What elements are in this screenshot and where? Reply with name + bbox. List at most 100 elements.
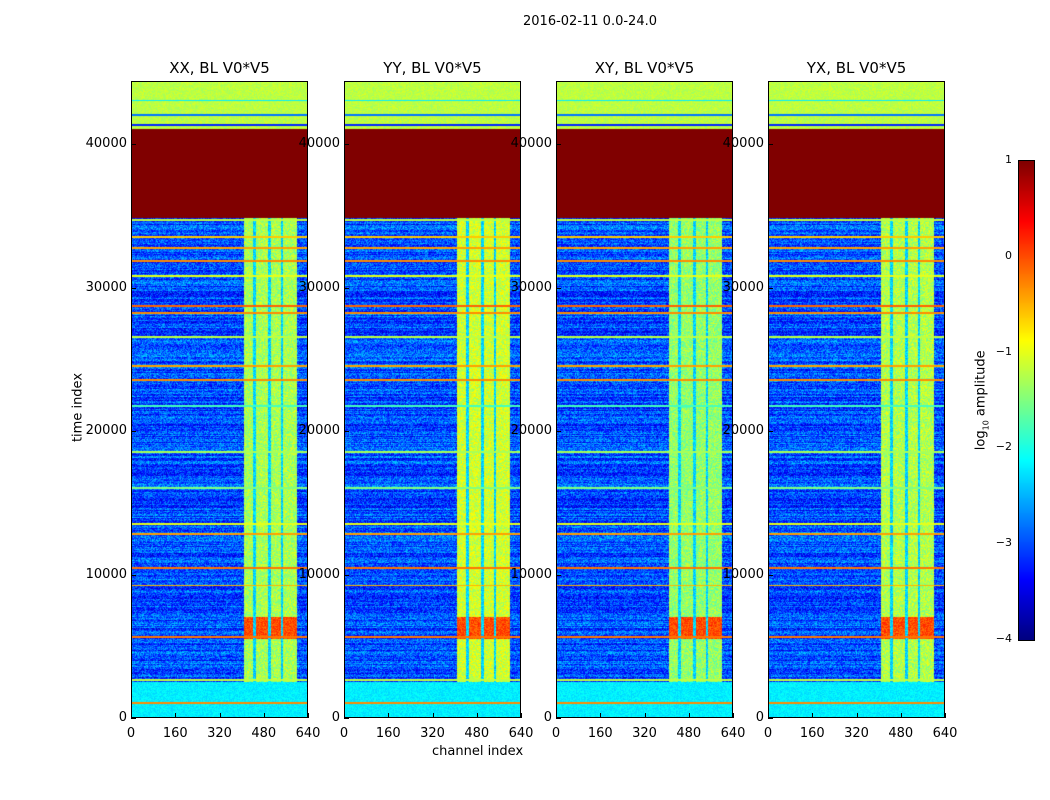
y-tick-mark: [768, 144, 773, 146]
y-tick-label: 30000: [510, 279, 552, 295]
y-tick-label: 20000: [722, 423, 764, 439]
panel-title: YX, BL V0*V5: [806, 59, 907, 77]
y-tick-label: 20000: [510, 423, 552, 439]
y-tick-mark: [131, 574, 136, 576]
x-tick-label: 160: [162, 726, 188, 741]
waterfall-panel-2: XY, BL V0*V5 0 160 320 480 640 0 10000 20000 3000…: [511, 59, 746, 741]
y-tick-label: 30000: [85, 279, 127, 295]
y-tick-label: 10000: [298, 566, 340, 582]
y-tick-mark: [344, 287, 349, 289]
y-tick-mark: [344, 574, 349, 576]
heatmap-image: [344, 81, 521, 718]
waterfall-panel-0: XX, BL V0*V5 0 160 320 480 640 0 10000 20000 3000…: [86, 59, 321, 741]
y-tick-mark: [768, 574, 773, 576]
panel-title: XX, BL V0*V5: [169, 59, 270, 77]
y-tick-label: 0: [543, 710, 552, 725]
x-tick-mark: [308, 713, 309, 718]
x-tick-mark: [556, 713, 557, 718]
colorbar-tick-label: −4: [995, 632, 1012, 645]
y-tick-label: 10000: [722, 566, 764, 582]
x-tick-mark: [856, 713, 858, 718]
colorbar: [1018, 160, 1035, 641]
waterfall-panel-1: YY, BL V0*V5 0 160 320 480 640 0 10000 20000 3000…: [299, 59, 534, 741]
y-tick-label: 40000: [510, 136, 552, 152]
x-tick-mark: [175, 713, 177, 718]
x-tick-mark: [900, 713, 902, 718]
x-tick-label: 160: [375, 726, 401, 741]
y-tick-label: 30000: [298, 279, 340, 295]
x-tick-mark: [768, 713, 769, 718]
y-tick-label: 10000: [510, 566, 552, 582]
x-tick-label: 0: [551, 726, 561, 741]
y-tick-label: 0: [331, 710, 340, 725]
x-tick-mark: [812, 713, 814, 718]
colorbar-tick-label: −3: [995, 536, 1012, 550]
x-tick-label: 480: [888, 726, 914, 741]
y-tick-mark: [131, 144, 136, 146]
colorbar-tick-label: −1: [995, 344, 1012, 358]
x-tick-mark: [945, 713, 946, 718]
x-tick-label: 640: [508, 726, 534, 741]
y-tick-mark: [556, 144, 561, 146]
x-tick-mark: [688, 713, 690, 718]
y-tick-mark: [344, 431, 349, 433]
x-tick-mark: [521, 713, 522, 718]
y-tick-mark: [131, 431, 136, 433]
y-tick-mark: [131, 718, 136, 719]
heatmap-image: [556, 81, 733, 718]
x-tick-label: 160: [587, 726, 613, 741]
x-tick-label: 640: [295, 726, 321, 741]
y-tick-mark: [556, 431, 561, 433]
y-tick-mark: [768, 431, 773, 433]
heatmap-image: [131, 81, 308, 718]
y-tick-mark: [556, 718, 561, 719]
panel-title: XY, BL V0*V5: [594, 59, 695, 77]
x-tick-label: 160: [799, 726, 825, 741]
y-tick-mark: [768, 718, 773, 719]
x-tick-label: 320: [420, 726, 445, 741]
x-tick-label: 320: [632, 726, 657, 741]
x-tick-mark: [388, 713, 390, 718]
y-tick-mark: [556, 574, 561, 576]
x-tick-mark: [644, 713, 646, 718]
waterfall-panel-3: YX, BL V0*V5 0 160 320 480 640 0 10000 20000 3000…: [723, 59, 958, 741]
y-tick-label: 40000: [85, 136, 127, 152]
x-tick-label: 320: [844, 726, 869, 741]
x-tick-label: 0: [339, 726, 349, 741]
heatmap-image: [768, 81, 945, 718]
x-tick-mark: [131, 713, 132, 718]
x-tick-mark: [344, 713, 345, 718]
x-tick-label: 320: [207, 726, 232, 741]
y-tick-mark: [556, 287, 561, 289]
y-tick-label: 30000: [722, 279, 764, 295]
x-tick-mark: [476, 713, 478, 718]
y-tick-label: 0: [118, 710, 127, 725]
y-tick-mark: [131, 287, 136, 289]
y-tick-label: 40000: [298, 136, 340, 152]
x-tick-label: 480: [251, 726, 277, 741]
x-tick-mark: [263, 713, 265, 718]
x-axis-label: channel index: [432, 744, 524, 759]
figure-title: 2016-02-11 0.0-24.0: [523, 14, 657, 29]
panel-title: YY, BL V0*V5: [383, 59, 482, 77]
x-tick-label: 640: [720, 726, 746, 741]
x-tick-label: 0: [763, 726, 773, 741]
y-tick-label: 20000: [298, 423, 340, 439]
y-tick-label: 10000: [85, 566, 127, 582]
x-tick-mark: [600, 713, 602, 718]
y-tick-mark: [344, 144, 349, 146]
y-tick-label: 20000: [85, 423, 127, 439]
y-tick-label: 40000: [722, 136, 764, 152]
x-tick-mark: [432, 713, 434, 718]
x-tick-mark: [219, 713, 221, 718]
colorbar-tick-label: 1: [1005, 153, 1012, 166]
y-axis-label: time index: [70, 372, 86, 443]
colorbar-tick-label: 0: [1005, 248, 1012, 262]
x-tick-label: 0: [126, 726, 136, 741]
y-tick-mark: [768, 287, 773, 289]
x-tick-label: 480: [676, 726, 702, 741]
x-tick-label: 640: [932, 726, 958, 741]
colorbar-label: log10 amplitude: [973, 350, 991, 451]
x-tick-label: 480: [464, 726, 490, 741]
